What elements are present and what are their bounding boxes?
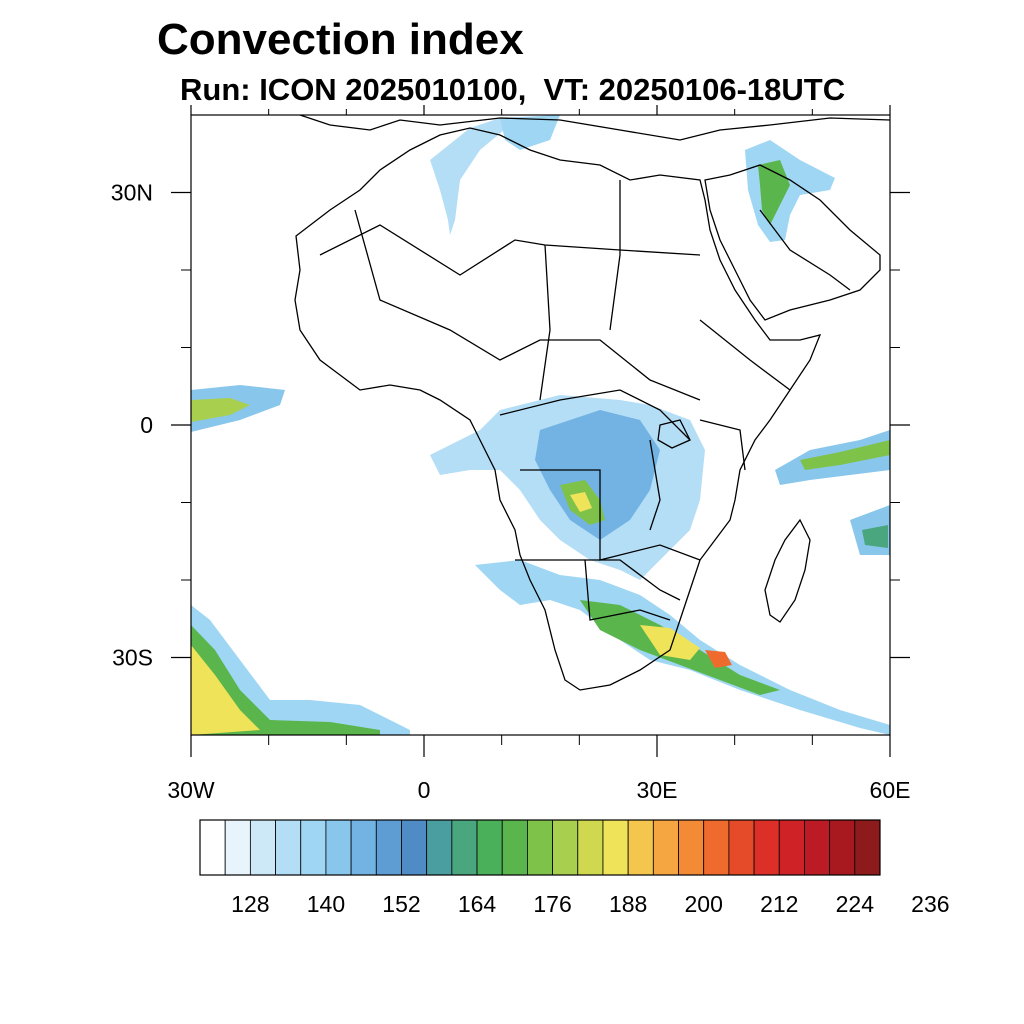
colorbar-swatch: [552, 819, 579, 876]
border-arabia: [759, 209, 851, 291]
chart-subtitle: Run: ICON 2025010100, VT: 20250106-18UTC: [180, 72, 846, 107]
madagascar-coastline: [764, 518, 811, 623]
border-chad: [539, 244, 551, 401]
coastlines: [294, 115, 890, 691]
colorbar-swatch: [527, 819, 553, 876]
shade-nw-streak: [430, 118, 510, 235]
colorbar-label: 128: [231, 891, 269, 917]
colorbar-swatch: [275, 819, 302, 876]
x-tick-label: 30E: [637, 777, 678, 803]
axis-tick-labels: 30N 0 30S 30W 0 30E 60E: [111, 180, 911, 804]
y-tick-label: 30N: [111, 180, 153, 206]
shade-central-africa-peak: [570, 492, 592, 512]
border-tanzania: [649, 439, 661, 531]
colorbar-swatch: [375, 819, 402, 876]
colorbar-swatch: [199, 819, 226, 876]
colorbar-swatch: [350, 819, 377, 876]
colorbar-swatch: [325, 819, 352, 876]
colorbar-swatch: [501, 819, 528, 876]
border-namibia-botswana: [515, 559, 671, 621]
arabia-coastline: [704, 164, 881, 321]
border-sahel: [354, 209, 701, 401]
colorbar-label: 164: [458, 891, 497, 917]
colorbar-swatch: [753, 819, 780, 876]
colorbar-label: 200: [685, 891, 723, 917]
colorbar-swatch: [778, 819, 805, 876]
x-tick-label: 60E: [870, 777, 911, 803]
colorbar-swatch: [224, 819, 251, 876]
colorbar-swatch: [703, 819, 730, 876]
colorbar-label: 212: [760, 891, 798, 917]
europe-coastline: [299, 115, 890, 141]
convection-shading: [191, 115, 890, 735]
colorbar-swatch: [426, 819, 453, 876]
colorbar-swatch: [652, 819, 679, 876]
colorbar-label: 236: [911, 891, 949, 917]
border-ethiopia: [699, 319, 791, 391]
x-tick-label: 30W: [167, 777, 215, 803]
border-congo-north: [499, 389, 691, 441]
colorbar-swatch: [401, 819, 428, 876]
shade-atlantic-eq-core: [191, 398, 250, 422]
shade-sw-atlantic-mid: [191, 625, 380, 735]
shade-south-africa-peak: [705, 650, 732, 668]
colorbar-swatch: [627, 819, 654, 876]
shade-indian-ocean-2-core: [862, 525, 888, 548]
colorbar-swatch: [678, 819, 705, 876]
shade-central-africa-mid: [535, 410, 660, 540]
colorbar-swatch: [451, 819, 478, 876]
border-kenya: [699, 419, 746, 471]
colorbar-swatch: [577, 819, 604, 876]
colorbar-swatch: [300, 819, 327, 876]
colorbar-label: 224: [836, 891, 875, 917]
colorbar-swatch: [829, 819, 856, 876]
colorbar-label: 152: [382, 891, 420, 917]
x-tick-label: 0: [418, 777, 431, 803]
lake-victoria: [657, 419, 691, 449]
chart-title: Convection index: [157, 15, 524, 64]
shade-south-africa-core: [640, 625, 700, 660]
colorbar-swatch: [602, 819, 629, 876]
axis-ticks: [171, 105, 910, 757]
colorbar-label: 176: [533, 891, 571, 917]
colorbar-swatch: [854, 819, 881, 876]
africa-coastline: [294, 127, 822, 691]
shade-sw-atlantic-core: [191, 645, 260, 735]
colorbar-swatch: [476, 819, 503, 876]
shade-indian-ocean-core: [800, 440, 890, 470]
colorbar-label: 140: [307, 891, 345, 917]
shade-nw-streak-2: [500, 115, 560, 150]
border-zimbabwe: [585, 559, 681, 601]
colorbar-labels: 128 140 152 164 176 188 200 212 224 236: [231, 891, 949, 917]
colorbar: [199, 819, 881, 876]
colorbar-label: 188: [609, 891, 647, 917]
colorbar-swatch: [804, 819, 831, 876]
y-tick-label: 0: [140, 412, 153, 438]
border-egypt-sudan: [609, 180, 621, 331]
colorbar-swatch: [249, 819, 276, 876]
y-tick-label: 30S: [112, 645, 153, 671]
colorbar-frame: [199, 819, 881, 876]
colorbar-swatch: [728, 819, 755, 876]
